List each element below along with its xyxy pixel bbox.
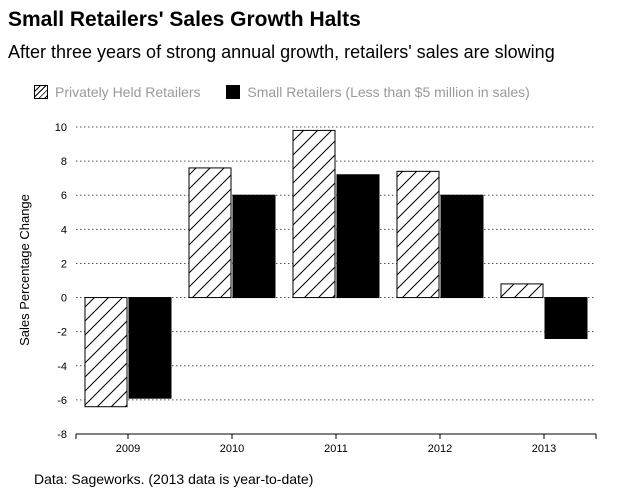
x-tick-label: 2012 (428, 443, 452, 455)
bar-privately-held-2009 (84, 297, 128, 408)
y-tick-label: 10 (55, 122, 67, 134)
x-tick-label: 2013 (532, 443, 556, 455)
chart-subtitle: After three years of strong annual growt… (8, 42, 555, 62)
y-tick-label: -4 (57, 361, 67, 373)
bar-small-retailers-2010 (232, 194, 276, 299)
bar-privately-held-2011 (292, 129, 336, 299)
y-tick-label: 0 (61, 293, 67, 305)
legend-item-privately-held: Privately Held Retailers (34, 84, 201, 100)
legend-label-small-retailers: Small Retailers (Less than $5 million in… (247, 84, 530, 100)
y-tick-label: -2 (57, 327, 67, 339)
legend-item-small-retailers: Small Retailers (Less than $5 million in… (226, 84, 530, 100)
x-tick-label: 2009 (116, 443, 140, 455)
y-tick-label: 6 (61, 190, 67, 202)
x-tick-label: 2011 (324, 443, 348, 455)
y-tick-label: -8 (57, 429, 67, 441)
y-tick-label: 2 (61, 258, 67, 270)
x-tick-label: 2010 (220, 443, 244, 455)
bar-small-retailers-2012 (440, 194, 484, 299)
bars (84, 129, 588, 408)
legend-label-privately-held: Privately Held Retailers (55, 84, 201, 100)
y-tick-label: 8 (61, 156, 67, 168)
bar-privately-held-2010 (188, 167, 232, 299)
y-axis-label: Sales Percentage Change (17, 194, 32, 346)
chart-title: Small Retailers' Sales Growth Halts (8, 8, 361, 31)
bar-small-retailers-2009 (128, 297, 172, 399)
bar-privately-held-2012 (396, 170, 440, 299)
y-tick-label: -6 (57, 395, 67, 407)
legend-swatch-hatched (34, 85, 48, 99)
y-tick-label: 4 (61, 224, 67, 236)
bar-small-retailers-2011 (336, 174, 380, 299)
source-note: Data: Sageworks. (2013 data is year-to-d… (34, 471, 314, 487)
axes: -8 -6 -4 -2 0 2 4 6 8 10 2009 2010 2011 2012 2013 (55, 122, 597, 455)
legend-swatch-solid (226, 85, 241, 99)
bar-privately-held-2013 (500, 283, 544, 299)
bar-small-retailers-2013 (544, 297, 588, 339)
legend: Privately Held Retailers Small Retailers… (34, 84, 552, 102)
